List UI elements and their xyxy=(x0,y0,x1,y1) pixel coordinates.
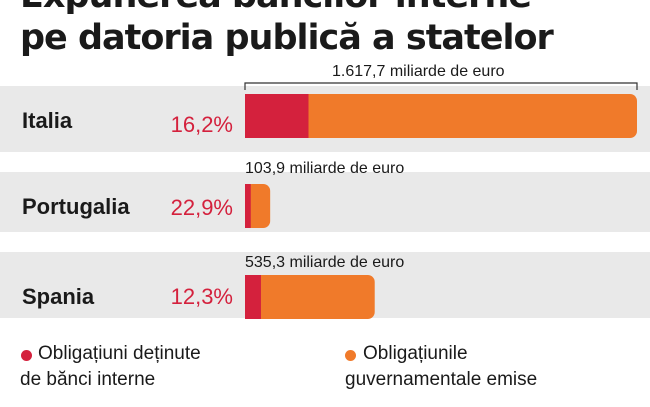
total-bracket-italia xyxy=(244,82,638,90)
row-band-portugalia xyxy=(0,172,650,232)
share-label-italia: 16,2% xyxy=(170,112,233,137)
category-label-spania: Spania xyxy=(22,284,95,309)
bar-domestic-spania xyxy=(245,275,261,319)
legend-label-domestic-line-1: Obligațiuni deținute xyxy=(38,343,201,364)
share-label-portugalia: 22,9% xyxy=(170,195,233,220)
bar-domestic-italia xyxy=(245,94,309,138)
bar-issued-spania xyxy=(245,275,375,319)
chart-title-line-2: pe datoria publică a statelor xyxy=(20,18,554,58)
total-label-spania: 535,3 miliarde de euro xyxy=(245,254,405,271)
bar-domestic-portugalia xyxy=(245,184,251,228)
legend-label-issued-line-1: Obligațiunile xyxy=(363,343,468,364)
legend-swatch-domestic xyxy=(21,350,32,361)
share-label-spania: 12,3% xyxy=(170,284,233,309)
category-label-italia: Italia xyxy=(22,108,73,133)
legend-label-issued: Obligațiunile guvernamentale emise xyxy=(345,341,537,393)
legend-label-issued-line-2: guvernamentale emise xyxy=(345,369,538,390)
total-label-italia: 1.617,7 miliarde de euro xyxy=(332,63,505,80)
chart-title-line-1: Expunerea băncilor interne xyxy=(20,0,532,16)
total-label-portugalia: 103,9 miliarde de euro xyxy=(245,160,405,177)
bar-issued-italia xyxy=(245,94,637,138)
category-label-portugalia: Portugalia xyxy=(22,194,130,219)
bar-issued-portugalia xyxy=(245,184,271,228)
legend-label-domestic: Obligațiuni deținute de bănci interne xyxy=(20,341,201,393)
legend-swatch-issued xyxy=(345,350,356,361)
legend-label-domestic-line-2: de bănci interne xyxy=(20,369,156,390)
